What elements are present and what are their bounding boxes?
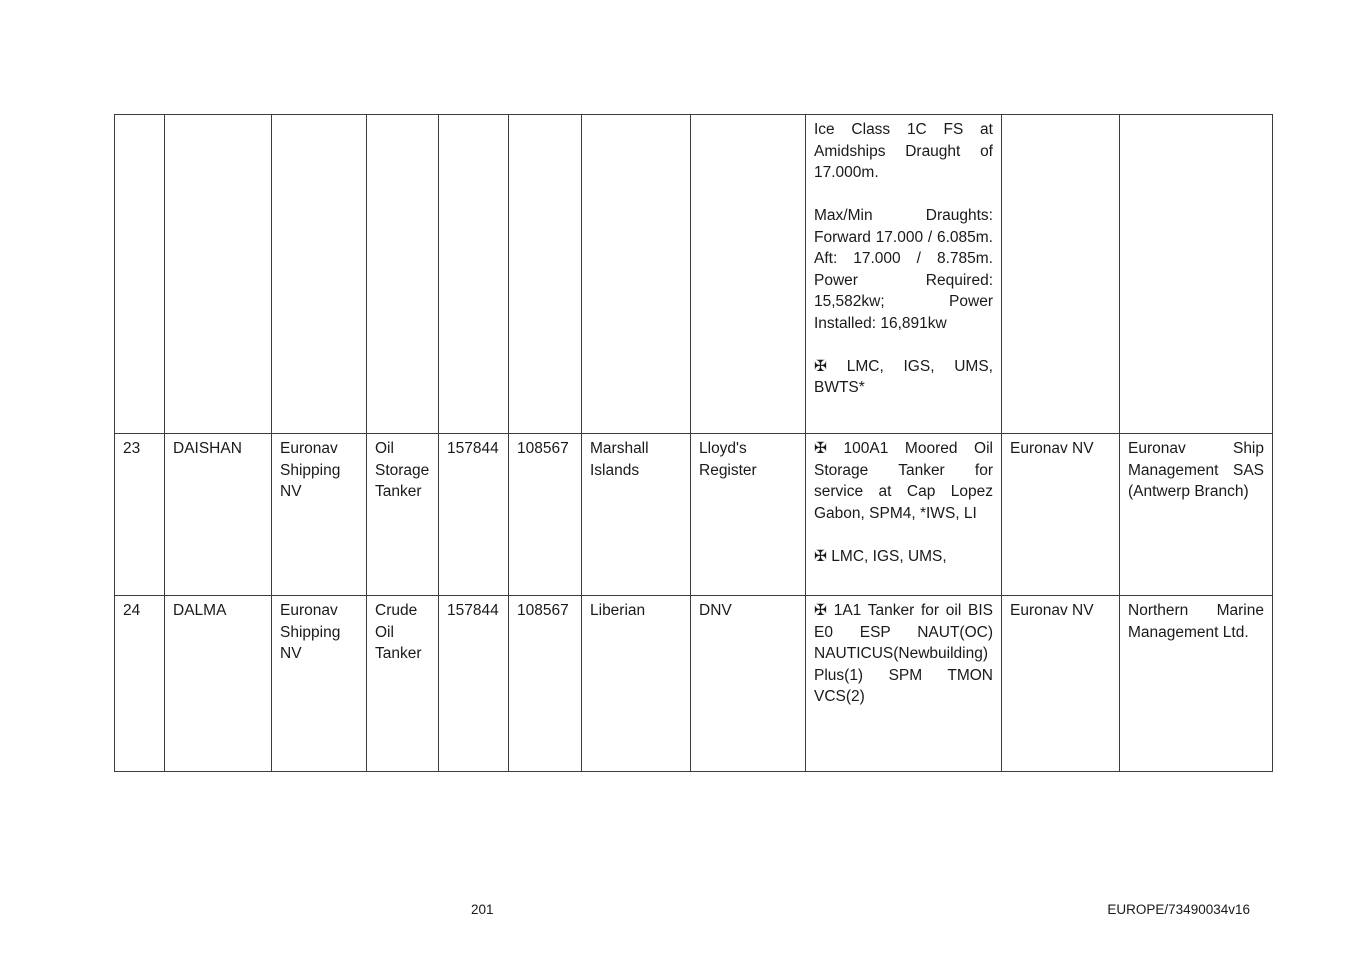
notation-paragraph: ✠ 100A1 Moored Oil Storage Tanker for se… <box>814 440 993 522</box>
cell-ship-manager: Northern Marine Management Ltd. <box>1119 595 1273 772</box>
notation-paragraph: ✠ LMC, IGS, UMS, <box>814 547 947 565</box>
cell-manager: Euronav NV <box>1001 595 1120 772</box>
cell-manager: Euronav NV <box>1001 433 1120 596</box>
cell-vessel-type-empty <box>366 114 439 434</box>
cell-figure-2-empty <box>508 114 582 434</box>
cell-vessel-type: Crude Oil Tanker <box>366 595 439 772</box>
cell-no: 23 <box>114 433 165 596</box>
cell-classification-society: Lloyd's Register <box>690 433 806 596</box>
cell-owner-empty <box>271 114 367 434</box>
doc-reference: EUROPE/73490034v16 <box>1107 902 1250 917</box>
cell-ship-manager: Euronav Ship Management SAS (Antwerp Bra… <box>1119 433 1273 596</box>
cell-owner: Euronav Shipping NV <box>271 433 367 596</box>
cell-figure-2: 108567 <box>508 433 582 596</box>
cell-no-empty <box>114 114 165 434</box>
cell-figure-2: 108567 <box>508 595 582 772</box>
cell-class-notations: ✠ 1A1 Tanker for oil BIS E0 ESP NAUT(OC)… <box>805 595 1002 772</box>
cell-vessel-name: DALMA <box>164 595 272 772</box>
cell-no: 24 <box>114 595 165 772</box>
cell-owner: Euronav Shipping NV <box>271 595 367 772</box>
cell-figure-1: 157844 <box>438 595 509 772</box>
vessel-table: Ice Class 1C FS at Amidships Draught of … <box>114 114 1273 772</box>
cell-flag: Liberian <box>581 595 691 772</box>
cell-classification-society-empty <box>690 114 806 434</box>
notation-paragraph: ✠ LMC, IGS, UMS, BWTS* <box>814 357 993 397</box>
cell-figure-1: 157844 <box>438 433 509 596</box>
cell-flag-empty <box>581 114 691 434</box>
cell-ship-manager-empty <box>1119 114 1273 434</box>
page-number: 201 <box>471 902 494 917</box>
notation-paragraph: Max/Min Draughts: Forward 17.000 / 6.085… <box>814 207 993 332</box>
cell-vessel-name: DAISHAN <box>164 433 272 596</box>
notation-paragraph: ✠ 1A1 Tanker for oil BIS E0 ESP NAUT(OC)… <box>814 602 993 705</box>
cell-classification-society: DNV <box>690 595 806 772</box>
cell-figure-1-empty <box>438 114 509 434</box>
cell-flag: Marshall Islands <box>581 433 691 596</box>
cell-vessel-type: Oil Storage Tanker <box>366 433 439 596</box>
cell-class-notations-continued: Ice Class 1C FS at Amidships Draught of … <box>805 114 1002 434</box>
table-row-continuation: Ice Class 1C FS at Amidships Draught of … <box>114 114 1273 434</box>
table-row-vessel-23: 23 DAISHAN Euronav Shipping NV Oil Stora… <box>114 433 1273 596</box>
table-row-vessel-24: 24 DALMA Euronav Shipping NV Crude Oil T… <box>114 595 1273 772</box>
cell-manager-empty <box>1001 114 1120 434</box>
cell-class-notations: ✠ 100A1 Moored Oil Storage Tanker for se… <box>805 433 1002 596</box>
cell-vessel-name-empty <box>164 114 272 434</box>
notation-paragraph: Ice Class 1C FS at Amidships Draught of … <box>814 121 993 181</box>
